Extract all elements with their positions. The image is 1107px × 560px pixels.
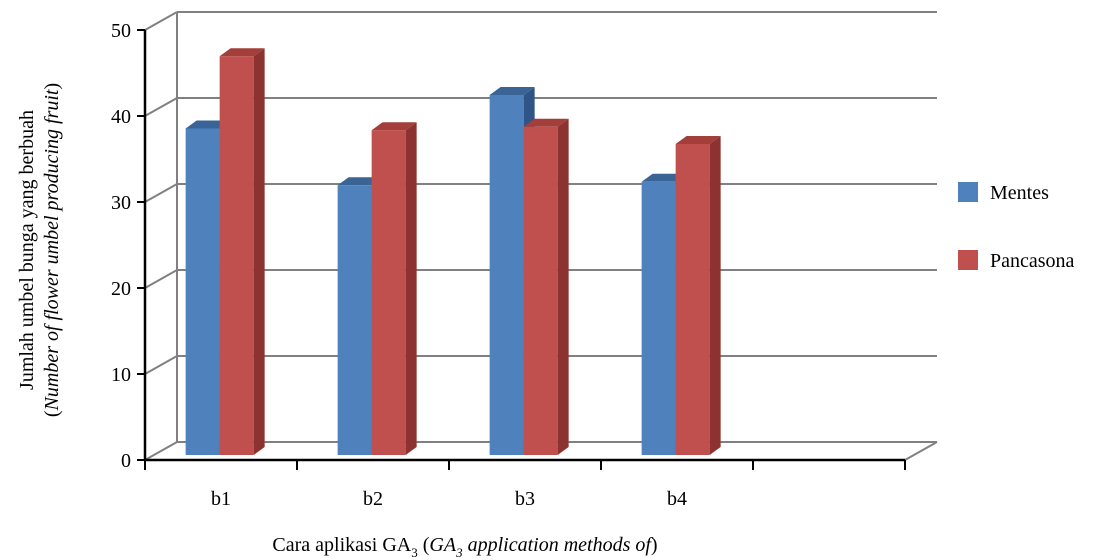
y-tick-label: 30 bbox=[111, 192, 131, 214]
x-axis-title: Cara aplikasi GA3 (GA3 application metho… bbox=[272, 534, 657, 560]
gridline-50 bbox=[144, 11, 937, 31]
x-axis-title-prefix-sub: 3 bbox=[411, 545, 418, 560]
bar-pancasona-b1 bbox=[219, 48, 265, 456]
legend-swatch bbox=[958, 182, 978, 202]
x-axis-title-italic-rest: application methods of bbox=[463, 534, 654, 556]
y-tick-label: 0 bbox=[121, 450, 131, 472]
y-axis-title-2: (Number of flower umbel producing fruit) bbox=[41, 83, 63, 417]
legend-swatch bbox=[958, 250, 978, 270]
x-axis-title-prefix: Cara aplikasi GA bbox=[272, 534, 411, 556]
x-tick-label-b4: b4 bbox=[667, 488, 687, 510]
y-axis-title: Jumlah umbel bunga yang berbuah bbox=[16, 110, 38, 390]
legend-item-mentes: Mentes bbox=[958, 182, 1049, 204]
x-tick-label-b1: b1 bbox=[211, 488, 231, 510]
legend-label: Mentes bbox=[990, 182, 1049, 204]
x-tick-label-b2: b2 bbox=[363, 488, 383, 510]
axes bbox=[137, 29, 906, 470]
bar-pancasona-b2 bbox=[371, 122, 417, 455]
bar-pancasona-b3 bbox=[523, 118, 569, 455]
legend-label: Pancasona bbox=[990, 250, 1075, 272]
tick-labels: 0 10 20 30 40 50 b1 b2 b3 b4 bbox=[111, 20, 687, 510]
y-tick-label: 10 bbox=[111, 364, 131, 386]
legend: Mentes Pancasona bbox=[958, 182, 1075, 272]
legend-item-pancasona: Pancasona bbox=[958, 250, 1075, 272]
x-axis-title-italic-sub: 3 bbox=[455, 545, 463, 560]
y-tick-label: 50 bbox=[111, 20, 131, 42]
gridline-40 bbox=[144, 97, 937, 117]
y-axis-title-line2: Number of flower umbel producing fruit bbox=[41, 89, 63, 411]
x-axis-title-italic: GA bbox=[429, 534, 456, 556]
bars bbox=[185, 48, 721, 456]
bar-pancasona-b4 bbox=[675, 135, 721, 455]
y-tick-label: 40 bbox=[111, 106, 131, 128]
y-axis-title-line1: Jumlah umbel bunga yang berbuah bbox=[16, 110, 38, 390]
x-tick-label-b3: b3 bbox=[515, 488, 535, 510]
y-tick-label: 20 bbox=[111, 278, 131, 300]
